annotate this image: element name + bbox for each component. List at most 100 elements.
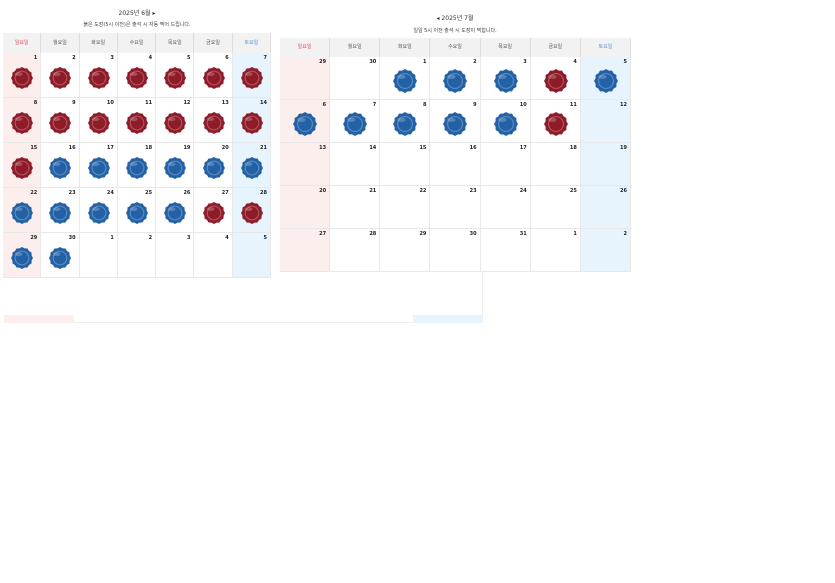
day-cell: 10 <box>79 98 118 143</box>
day-cell: 20 <box>280 186 331 229</box>
day-number: 17 <box>519 145 527 151</box>
stamp <box>87 156 110 179</box>
stamp <box>164 66 187 89</box>
day-number: 8 <box>422 102 427 108</box>
day-cell: 30 <box>430 229 481 272</box>
day-number: 11 <box>145 100 153 106</box>
day-number: 15 <box>30 145 38 151</box>
stamp <box>240 111 263 134</box>
day-cell: 1 <box>380 57 431 100</box>
day-number: 22 <box>419 188 427 194</box>
day-cell: 30 <box>41 233 80 278</box>
day-number: 4 <box>573 59 577 65</box>
stamp <box>87 66 110 89</box>
day-number: 15 <box>419 145 427 151</box>
day-number: 18 <box>569 145 577 151</box>
day-number: 1 <box>422 59 427 65</box>
calendar-subtitle: 일일 5시 이전 출석 시 도장이 찍힙니다. <box>413 28 497 34</box>
stamp <box>49 156 72 179</box>
day-cell: 4 <box>117 53 157 98</box>
day-number: 23 <box>68 190 76 196</box>
weekday-header: 목요일 <box>480 38 531 57</box>
day-cell: 1 <box>3 53 42 98</box>
day-cell: 23 <box>430 186 481 229</box>
stamp <box>443 111 468 136</box>
day-cell: 13 <box>194 98 233 143</box>
day-cell: 8 <box>380 100 431 143</box>
day-number: 18 <box>145 145 153 151</box>
day-cell: 24 <box>79 188 118 233</box>
weekday-header: 목요일 <box>156 33 195 53</box>
day-number: 29 <box>419 231 427 237</box>
day-cell: 4 <box>530 57 581 100</box>
day-number: 20 <box>319 188 327 194</box>
day-cell: 18 <box>530 143 581 186</box>
day-cell: 3 <box>156 233 195 278</box>
day-cell: 23 <box>41 188 80 233</box>
weekday-header: 일요일 <box>280 38 331 57</box>
weekday-header: 수요일 <box>430 38 481 57</box>
overlay-strip <box>4 315 74 323</box>
stamp <box>11 111 34 134</box>
stamp <box>11 246 34 269</box>
day-number: 13 <box>221 100 229 106</box>
day-number: 2 <box>623 231 627 237</box>
stamp <box>202 66 225 89</box>
day-cell: 12 <box>156 98 195 143</box>
day-number: 14 <box>260 100 267 106</box>
stamp <box>164 156 187 179</box>
day-cell: 26 <box>156 188 195 233</box>
day-number: 1 <box>110 235 114 241</box>
day-number: 4 <box>225 235 229 241</box>
day-cell: 1 <box>530 229 581 272</box>
stamp <box>49 246 72 269</box>
stamp <box>493 111 518 136</box>
day-number: 3 <box>110 55 114 61</box>
stamp <box>11 66 34 89</box>
stamp <box>164 201 187 224</box>
weekday-header: 화요일 <box>79 33 118 53</box>
day-number: 31 <box>519 231 527 237</box>
overlay-strip <box>413 315 483 323</box>
day-cell: 24 <box>480 186 531 229</box>
stamp <box>125 66 148 89</box>
day-number: 25 <box>569 188 577 194</box>
day-cell: 11 <box>530 100 581 143</box>
calendar-subtitle: 붉은 도장(5시 이전)은 출석 시 자동 찍어 드립니다. <box>83 22 191 28</box>
weekday-header: 수요일 <box>117 33 157 53</box>
day-number: 29 <box>319 59 327 65</box>
stamp <box>87 111 110 134</box>
day-number: 7 <box>263 55 267 61</box>
day-cell: 29 <box>280 57 331 100</box>
day-number: 23 <box>469 188 477 194</box>
day-cell: 7 <box>232 53 271 98</box>
day-cell: 29 <box>380 229 431 272</box>
day-number: 9 <box>72 100 76 106</box>
day-number: 25 <box>145 190 153 196</box>
day-cell: 19 <box>156 143 195 188</box>
day-cell: 12 <box>580 100 631 143</box>
day-cell: 25 <box>117 188 157 233</box>
stamp <box>11 201 34 224</box>
stamp <box>202 201 225 224</box>
day-number: 2 <box>473 59 477 65</box>
day-number: 12 <box>183 100 191 106</box>
day-number: 7 <box>372 102 377 108</box>
day-cell: 15 <box>380 143 431 186</box>
day-number: 6 <box>225 55 229 61</box>
day-number: 4 <box>148 55 153 61</box>
day-number: 26 <box>620 188 627 194</box>
day-number: 10 <box>106 100 114 106</box>
day-number: 21 <box>369 188 377 194</box>
day-cell: 29 <box>3 233 42 278</box>
day-number: 5 <box>263 235 267 241</box>
day-cell: 21 <box>330 186 381 229</box>
stamp <box>543 111 568 136</box>
day-cell: 9 <box>41 98 80 143</box>
day-cell: 8 <box>3 98 42 143</box>
day-number: 28 <box>369 231 377 237</box>
day-cell: 2 <box>117 233 157 278</box>
day-cell: 5 <box>156 53 195 98</box>
stamp <box>125 111 148 134</box>
day-number: 17 <box>106 145 114 151</box>
